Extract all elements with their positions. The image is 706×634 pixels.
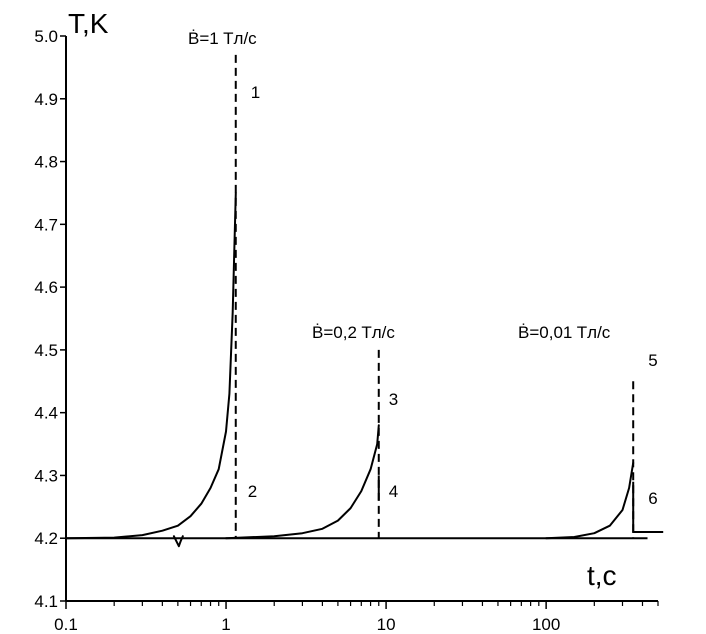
x-tick-label: 0.1 — [54, 615, 78, 634]
series-curve — [65, 191, 237, 540]
y-tick-label: 4.1 — [34, 592, 58, 611]
y-tick-label: 4.9 — [34, 90, 58, 109]
jump-marker — [632, 481, 664, 533]
x-tick-label: 100 — [532, 615, 560, 634]
x-axis-label: t,c — [587, 560, 617, 591]
rate-label: Ḃ=0,01 Tл/c — [518, 323, 611, 342]
series-curve — [225, 424, 380, 540]
rate-label: Ḃ=1 Tл/c — [188, 29, 257, 48]
axes — [65, 36, 658, 602]
curve-number-label: 6 — [648, 489, 657, 508]
series-layer: Ḃ=1 Tл/c 1 2 Ḃ=0,2 Tл/c 3 4 Ḃ=0,01 Tл/c 5 6 — [65, 29, 664, 548]
curve-number-label: 5 — [648, 351, 657, 370]
y-tick-label: 4.6 — [34, 278, 58, 297]
curve-artifact — [172, 535, 184, 548]
y-tick-label: 4.7 — [34, 215, 58, 234]
y-tick-label: 4.4 — [34, 404, 58, 423]
x-axis-ticks: 0.1 1 10 100 — [54, 601, 659, 634]
y-axis-ticks: 4.1 4.2 4.3 4.4 4.5 4.6 4.7 4.8 4.9 5.0 — [34, 27, 66, 611]
series-1: Ḃ=1 Tл/c 1 2 — [65, 29, 260, 540]
y-tick-label: 4.8 — [34, 153, 58, 172]
rate-label: Ḃ=0,2 Tл/c — [312, 323, 395, 342]
y-tick-label: 4.3 — [34, 466, 58, 485]
curve-number-label: 3 — [389, 390, 398, 409]
x-tick-label: 1 — [221, 615, 230, 634]
series-2: Ḃ=0,2 Tл/c 3 4 — [225, 323, 398, 540]
curve-number-label: 1 — [251, 83, 260, 102]
y-tick-label: 4.2 — [34, 529, 58, 548]
series-curve — [545, 461, 635, 540]
y-tick-label: 5.0 — [34, 27, 58, 46]
y-tick-label: 4.5 — [34, 341, 58, 360]
x-tick-label: 10 — [377, 615, 396, 634]
curve-number-label: 4 — [389, 482, 398, 501]
series-3: Ḃ=0,01 Tл/c 5 6 — [518, 323, 664, 540]
curve-number-label: 2 — [248, 482, 257, 501]
y-axis-label: T,K — [68, 8, 109, 39]
